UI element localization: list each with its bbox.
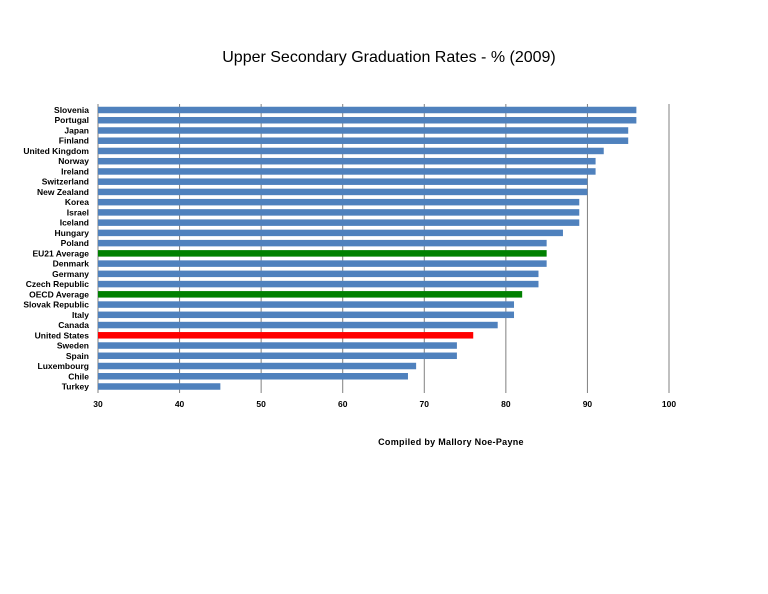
category-label: Japan — [64, 125, 89, 135]
x-tick-label: 60 — [338, 399, 348, 409]
category-label: Germany — [52, 269, 89, 279]
category-label: Norway — [58, 156, 89, 166]
bar — [98, 362, 417, 370]
category-label: Portugal — [55, 115, 89, 125]
bar — [98, 127, 629, 134]
x-tick-label: 40 — [175, 399, 185, 409]
bar — [98, 280, 539, 288]
bar — [98, 147, 604, 155]
category-label: Italy — [72, 310, 89, 320]
category-label: Switzerland — [42, 177, 89, 187]
bar — [98, 239, 547, 247]
bar — [98, 342, 457, 349]
bar — [98, 301, 515, 308]
category-label: Chile — [68, 371, 89, 381]
category-label: OECD Average — [29, 289, 89, 299]
x-tick-label: 100 — [662, 399, 676, 409]
bar — [98, 168, 596, 175]
category-label: Denmark — [53, 259, 90, 269]
category-label: New Zealand — [37, 187, 89, 197]
category-label: Korea — [65, 197, 89, 207]
bar — [98, 332, 474, 339]
category-label: Spain — [66, 351, 89, 361]
category-label: Luxembourg — [38, 361, 89, 371]
category-label: Finland — [59, 136, 89, 146]
x-axis-ticks: 30 40 50 60 70 80 90 100 — [93, 399, 676, 409]
bar — [98, 157, 596, 165]
bar — [98, 178, 588, 185]
category-label: United States — [35, 330, 90, 340]
bar — [98, 373, 408, 380]
compiled-by-note: Compiled by Mallory Noe-Payne — [378, 437, 524, 447]
bar — [98, 311, 515, 319]
bar — [98, 219, 580, 226]
gridlines — [97, 104, 670, 393]
category-label: Turkey — [62, 382, 90, 392]
category-label: Czech Republic — [26, 279, 90, 289]
chart-title: Upper Secondary Graduation Rates - % (20… — [222, 49, 556, 66]
x-tick-label: 80 — [501, 399, 511, 409]
category-label: Slovak Republic — [23, 300, 89, 310]
category-label: Sweden — [57, 341, 89, 351]
bar — [98, 321, 498, 329]
x-tick-label: 90 — [583, 399, 593, 409]
bar — [98, 270, 539, 278]
bar — [98, 116, 637, 124]
category-label: United Kingdom — [23, 146, 89, 156]
category-label: Hungary — [55, 228, 90, 238]
x-tick-label: 30 — [93, 399, 103, 409]
bar — [98, 383, 221, 390]
category-label: Canada — [58, 320, 89, 330]
bar — [98, 209, 580, 216]
bars — [98, 106, 637, 390]
bar — [98, 137, 629, 144]
category-label: Iceland — [60, 218, 89, 228]
bar — [98, 188, 588, 196]
bar — [98, 291, 523, 298]
x-tick-label: 50 — [256, 399, 266, 409]
category-label: Poland — [61, 238, 89, 248]
bar — [98, 250, 547, 257]
category-label: EU21 Average — [32, 248, 89, 258]
bar — [98, 352, 457, 360]
category-label: Slovenia — [54, 105, 89, 115]
bar — [98, 229, 563, 237]
category-label: Israel — [67, 207, 89, 217]
category-label: Ireland — [61, 166, 89, 176]
bar — [98, 198, 580, 206]
bar — [98, 260, 547, 267]
x-tick-label: 70 — [420, 399, 430, 409]
bar — [98, 106, 637, 114]
